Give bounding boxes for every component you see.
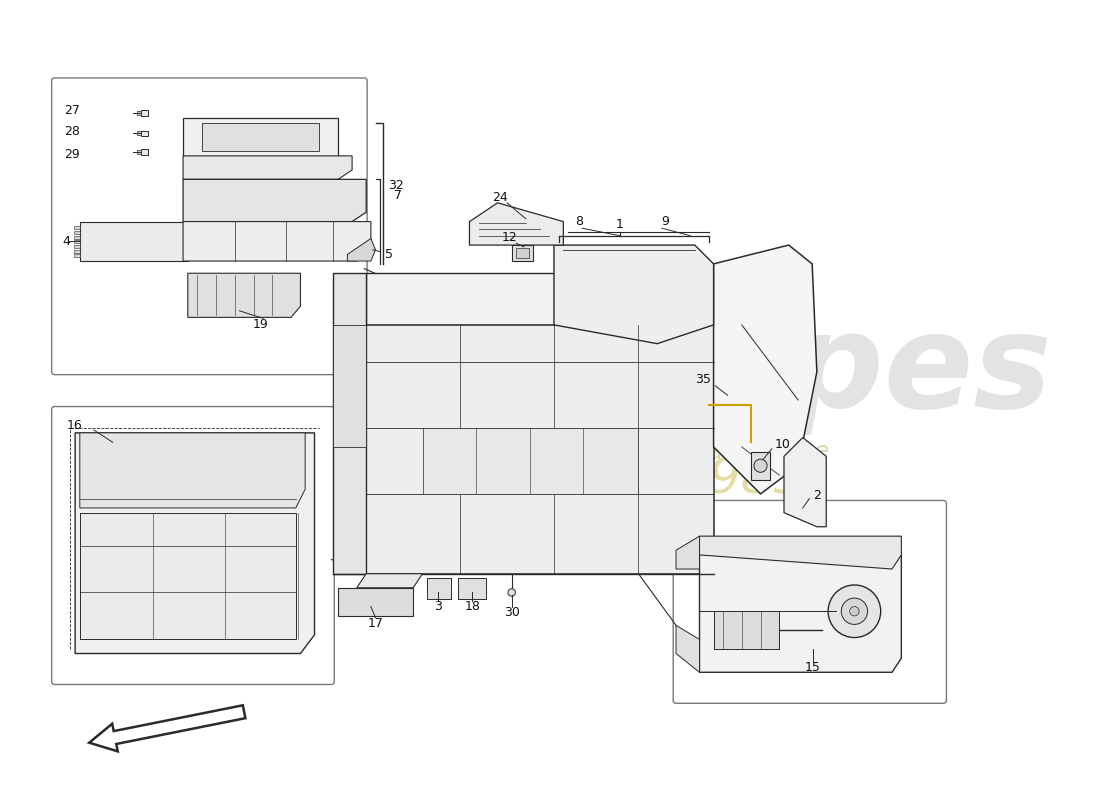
Polygon shape [427,578,451,599]
Polygon shape [183,156,352,179]
Polygon shape [700,536,901,569]
Polygon shape [138,131,141,135]
Text: 30: 30 [504,606,519,618]
Text: 3: 3 [434,600,442,613]
Polygon shape [74,250,80,253]
Text: 16: 16 [67,419,82,432]
Text: 15: 15 [805,661,821,674]
Polygon shape [183,118,338,156]
Polygon shape [80,513,296,639]
FancyBboxPatch shape [52,78,367,374]
Polygon shape [74,245,80,248]
Polygon shape [676,626,700,672]
FancyArrow shape [89,706,245,751]
Polygon shape [75,433,315,654]
Polygon shape [188,274,300,318]
Polygon shape [714,611,779,649]
Polygon shape [676,536,700,569]
Text: 1: 1 [616,218,624,231]
Polygon shape [554,245,714,344]
Polygon shape [141,150,149,155]
Polygon shape [202,123,319,151]
Text: 8: 8 [575,215,583,228]
Circle shape [842,598,868,625]
Polygon shape [366,274,714,325]
Text: 27: 27 [64,104,80,118]
Text: 29: 29 [64,147,80,161]
Polygon shape [422,428,638,494]
Text: 9: 9 [661,215,669,228]
Circle shape [508,589,516,596]
Text: 17: 17 [367,617,384,630]
Text: 10: 10 [774,438,791,450]
Polygon shape [74,226,80,229]
Text: 32: 32 [388,179,404,193]
Polygon shape [74,231,80,234]
Text: 4: 4 [63,235,70,248]
Polygon shape [138,111,141,114]
Polygon shape [714,245,817,494]
Polygon shape [80,222,188,261]
Polygon shape [512,245,534,261]
Polygon shape [80,433,305,508]
Polygon shape [141,130,149,136]
Polygon shape [333,325,366,447]
Text: 19: 19 [253,318,268,331]
Text: 24: 24 [493,190,508,204]
Polygon shape [74,236,80,238]
Text: 28: 28 [64,125,80,138]
Polygon shape [333,274,366,574]
Text: 5: 5 [385,248,393,261]
Polygon shape [751,452,770,480]
Polygon shape [338,588,414,616]
Polygon shape [183,179,366,222]
Text: 2: 2 [813,490,821,502]
Circle shape [849,606,859,616]
Text: 7: 7 [394,189,403,202]
Polygon shape [470,203,563,245]
Polygon shape [516,248,529,258]
Polygon shape [366,325,714,574]
Circle shape [754,459,767,472]
Polygon shape [141,110,149,115]
FancyBboxPatch shape [52,406,334,685]
Text: 35: 35 [695,373,711,386]
FancyBboxPatch shape [673,501,946,703]
Text: 12: 12 [502,231,518,244]
Text: europes: europes [450,308,1052,435]
Polygon shape [74,240,80,243]
Text: 18: 18 [464,600,481,613]
Polygon shape [183,222,371,261]
Polygon shape [348,238,375,261]
Polygon shape [700,541,901,672]
Polygon shape [459,578,486,599]
Circle shape [828,585,881,638]
Polygon shape [356,574,422,588]
Text: a passion for parts since: a passion for parts since [522,440,829,464]
Text: 1985: 1985 [678,456,805,504]
Polygon shape [784,438,826,526]
Polygon shape [74,254,80,258]
Polygon shape [138,150,141,154]
